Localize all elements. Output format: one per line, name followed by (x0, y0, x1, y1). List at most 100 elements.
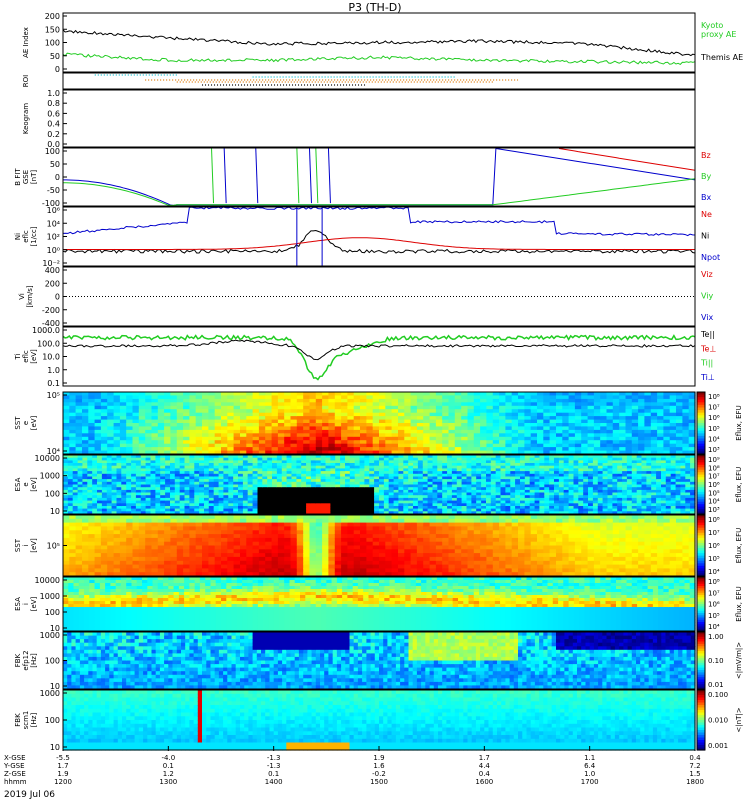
ytick-label: 10² (47, 233, 60, 242)
ytick-label: 10⁴ (47, 219, 60, 228)
bz-line (559, 148, 696, 171)
legend-ae: proxy AE (701, 30, 736, 39)
ylabel-roi: ROI (22, 75, 30, 87)
ytick-label: -100 (42, 199, 60, 208)
colorbar-tick: 10⁶ (708, 481, 720, 489)
spectrogram-fbk_s (63, 690, 696, 751)
colorbar-tick: 10³ (708, 506, 720, 514)
ytick-label: 0.2 (47, 130, 60, 139)
spectrogram-esa_e (63, 455, 696, 515)
ytick-label: 10⁻² (42, 259, 60, 268)
b-spike (255, 147, 259, 204)
ytick-label: 10 (50, 507, 60, 516)
ylabel-sst_e: SST (14, 416, 22, 430)
ylabel-bfit: B FIT (14, 168, 22, 186)
colorbar-2: 10⁸ 10⁷ 10⁶ 10⁵ 10⁴ Eflux, EFU (696, 514, 743, 577)
panel-bfit: B FIT GSE [nT] 100 50 0 -50 -100 Bz By Bx (14, 147, 711, 208)
ylabel-ae: AE Index (22, 27, 30, 58)
ytick-label: 100 (45, 716, 60, 725)
panel-vi: Vi [km/s] 400 200 0 -200 -400 Viz Viy Vix (18, 266, 714, 328)
colorbar-tick: 10⁷ (708, 529, 720, 537)
ylabel-fbk_s: scm1 (22, 711, 30, 730)
ytick-label: 200 (45, 12, 60, 21)
xaxis-row-label: Z-GSE (4, 770, 26, 778)
ylabel-sst_e: e (22, 421, 30, 425)
ytick-label: 1.0 (47, 366, 60, 375)
ytick-label: 50 (50, 52, 60, 61)
legend-bfit: Bx (701, 193, 711, 202)
ni-line (62, 229, 696, 254)
ytick-label: -200 (42, 306, 60, 315)
ytick-label: 10⁵ (47, 542, 60, 551)
ae-themis-line (62, 29, 696, 57)
ytick-label: 1.0 (47, 89, 60, 98)
xaxis-value: 1.9 (57, 770, 68, 778)
ylabel-vi: Vi (18, 293, 26, 300)
xaxis-value: 0.4 (689, 754, 701, 762)
te-par-line (62, 339, 696, 361)
ytick-label: 10 (50, 743, 60, 752)
b-spike (308, 147, 312, 204)
colorbar-0: 10⁸ 10⁷ 10⁶ 10⁵ 10⁴ 10³ Eflux, EFU (696, 391, 743, 455)
colorbar-tick: 0.001 (708, 742, 728, 750)
colorbar-tick: 10⁷ (708, 473, 720, 481)
spectrogram-sst_e (63, 392, 696, 455)
colorbar-tick: 10⁵ (708, 612, 720, 620)
ylabel-sst_i: SST (14, 538, 22, 552)
panel-frame-sst_e (62, 391, 696, 455)
colorbar-tick: 10⁶ (708, 414, 720, 422)
legend-ti: Ti⊥ (700, 373, 715, 382)
ytick-label: 100 (45, 657, 60, 666)
xaxis-value: 1.2 (163, 770, 174, 778)
xaxis-value: 7.2 (689, 762, 700, 770)
ylabel-sst_i: [eV] (30, 538, 38, 553)
ylabel-sst_e: [eV] (30, 415, 38, 430)
xaxis-value: 1.9 (373, 754, 384, 762)
colorbar-tick: 10⁸ (708, 516, 720, 524)
ytick-label: 10⁶ (47, 206, 60, 215)
xaxis-row-label: X-GSE (4, 754, 26, 762)
ytick-label: 0.0 (47, 140, 60, 149)
ytick-label: 10000 (35, 454, 60, 463)
ylabel-sst_i: i (22, 544, 30, 546)
ylabel-ti: Ti (14, 353, 22, 360)
date-label: 2019 Jul 06 (4, 790, 55, 800)
ytick-label: 10⁵ (47, 391, 60, 400)
xaxis-value: 1.5 (689, 770, 700, 778)
ytick-label: 0.4 (47, 120, 60, 129)
colorbar-label: Eflux, EFU (735, 586, 743, 621)
xaxis-value: 1.1 (584, 754, 595, 762)
colorbar-tick: 10⁸ (708, 578, 720, 586)
colorbar-tick: 0.100 (708, 691, 728, 699)
colorbar-label: Eflux, EFU (735, 528, 743, 563)
xaxis-value: 1700 (581, 778, 599, 786)
ylabel-esa_i: ESA (14, 597, 22, 611)
colorbar-tick: 10³ (708, 446, 720, 454)
ytick-label: 1000 (40, 472, 60, 481)
panel-frame-ni (62, 206, 696, 267)
ytick-label: 400 (45, 266, 60, 275)
colorbar-3: 10⁸ 10⁷ 10⁶ 10⁵ 10⁴ Eflux, EFU (696, 576, 743, 632)
legend-ti: Te|| (700, 330, 715, 339)
colorbar-tick: 10⁷ (708, 589, 720, 597)
ae-kyoto-line (62, 52, 696, 66)
ytick-label: 10 (50, 682, 60, 691)
spectrogram-fbk_e (63, 632, 696, 690)
bx-line (63, 147, 696, 206)
xaxis-value: 0.1 (268, 770, 279, 778)
b-spike (211, 147, 215, 204)
panel-sst_i: SST i [eV] 10⁵ (14, 514, 696, 577)
ytick-label: 0 (55, 65, 60, 74)
legend-ti: Te⊥ (700, 344, 716, 353)
colorbar-tick: 10⁷ (708, 404, 720, 412)
colorbar-tick: 10⁶ (708, 542, 720, 550)
colorbar-label: <|mV/m|> (735, 642, 743, 679)
ylabel-ni: [1/cc] (30, 226, 38, 246)
legend-ni: Ne (701, 210, 712, 219)
ylabel-ni: eflc (22, 230, 30, 243)
ylabel-ti: [eV] (30, 349, 38, 364)
xaxis-value: 1300 (159, 778, 177, 786)
